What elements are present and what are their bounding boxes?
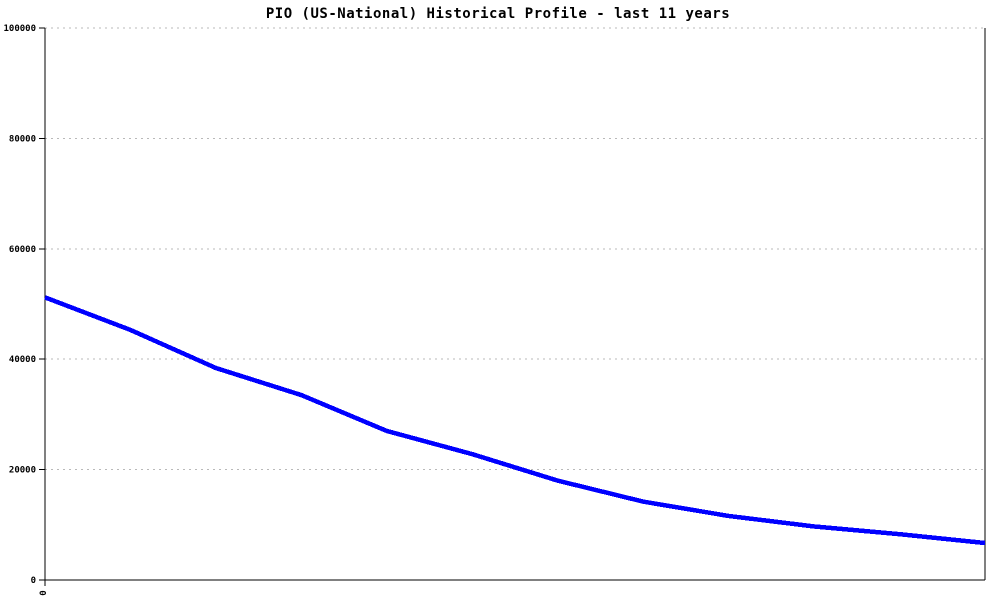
x-axis-tick-label: 0 <box>39 590 49 595</box>
y-axis-tick-label: 100000 <box>3 24 36 34</box>
y-axis-tick-label: 20000 <box>9 466 36 476</box>
chart-title: PIO (US-National) Historical Profile - l… <box>266 6 730 22</box>
y-axis-tick-label: 0 <box>31 576 36 586</box>
data-series <box>44 295 986 546</box>
y-axis-tick-label: 80000 <box>9 134 36 144</box>
y-axis-tick-label: 40000 <box>9 355 36 365</box>
axes <box>39 27 986 586</box>
tick-labels: 0 20000 40000 60000 80000 100000 0 <box>3 24 49 596</box>
y-axis-tick-label: 60000 <box>9 245 36 255</box>
series-line-pio-us-national- <box>44 295 986 546</box>
gridlines <box>45 27 985 471</box>
